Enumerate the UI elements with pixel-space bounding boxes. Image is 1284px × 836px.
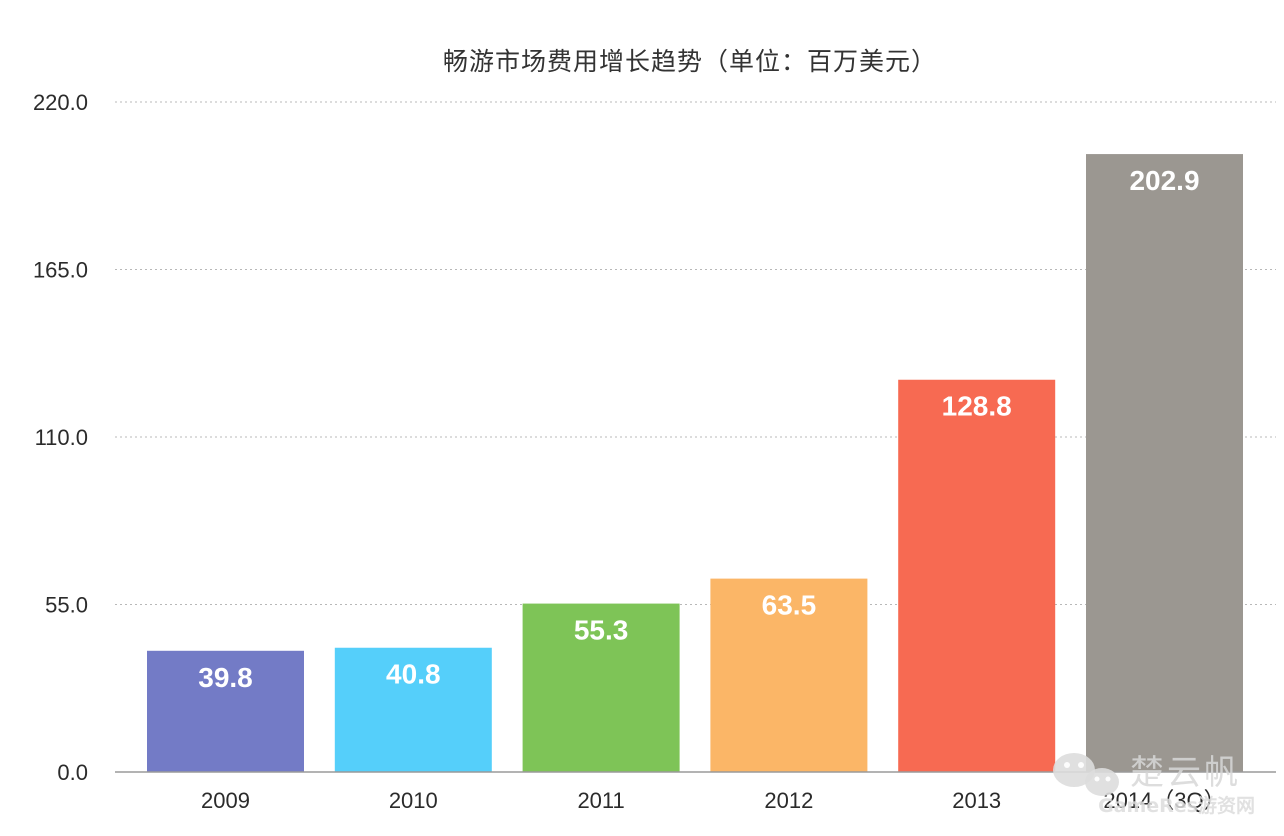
x-category-label: 2009 xyxy=(201,788,250,813)
bar-2009 xyxy=(147,650,304,772)
bar-2013 xyxy=(898,379,1056,772)
bar-value-label: 39.8 xyxy=(198,662,253,693)
x-axis-category-labels: 2009 2010 2011 2012 2013 2014（3Q） xyxy=(201,788,1226,813)
bar-value-labels: 39.8 40.8 55.3 63.5 128.8 202.9 xyxy=(198,165,1199,693)
watermark-subtext: GameRes游资网 xyxy=(1098,794,1255,817)
x-category-label: 2010 xyxy=(389,788,438,813)
y-axis-tick-labels: 0.0 55.0 110.0 165.0 220.0 xyxy=(33,90,88,785)
bar-2011 xyxy=(522,603,680,772)
y-tick-label: 55.0 xyxy=(45,593,88,618)
bar-value-label: 55.3 xyxy=(574,615,629,646)
x-category-label: 2012 xyxy=(764,788,813,813)
y-tick-label: 110.0 xyxy=(35,425,88,450)
chart-title: 畅游市场费用增长趋势（单位：百万美元） xyxy=(443,47,937,76)
bar-value-label: 63.5 xyxy=(762,590,817,621)
watermark-text: 楚云帆 xyxy=(1130,753,1241,793)
bar-2012 xyxy=(710,578,868,772)
x-category-label: 2014（3Q） xyxy=(1103,788,1225,813)
wechat-icon xyxy=(1053,753,1119,796)
bars xyxy=(147,154,1243,772)
bar-2014 xyxy=(1086,154,1243,772)
y-tick-label: 0.0 xyxy=(57,760,88,785)
x-category-label: 2011 xyxy=(577,788,624,813)
bar-value-label: 128.8 xyxy=(942,391,1012,422)
y-tick-label: 165.0 xyxy=(33,258,88,283)
bar-2010 xyxy=(334,647,492,772)
bar-value-label: 202.9 xyxy=(1129,165,1199,196)
bar-value-label: 40.8 xyxy=(386,659,441,690)
x-category-label: 2013 xyxy=(952,788,1001,813)
watermark: 楚云帆 GameRes游资网 xyxy=(1053,753,1255,817)
y-tick-label: 220.0 xyxy=(33,90,88,115)
gridlines xyxy=(115,101,1276,605)
